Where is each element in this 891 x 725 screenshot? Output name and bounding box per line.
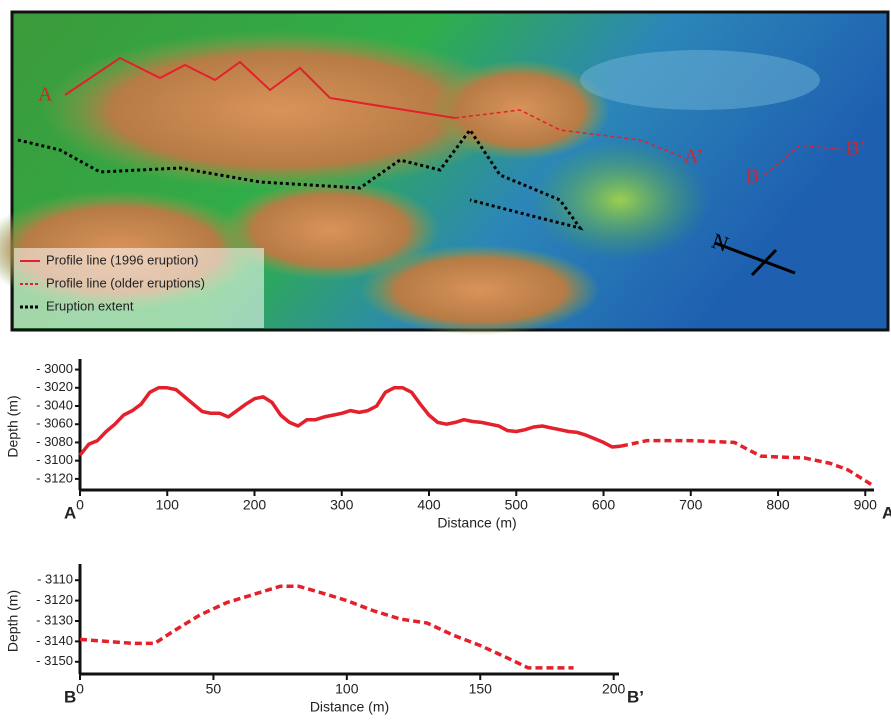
start-label: A — [64, 503, 76, 522]
map-label: A — [38, 84, 53, 106]
x-tick-label: 300 — [330, 497, 354, 513]
y-tick-label: - 3040 — [36, 397, 73, 412]
bathymetry-map: A A’ B B’ N Profile line (1996 eruption)… — [0, 12, 888, 335]
y-axis-label: Depth (m) — [5, 590, 21, 652]
y-tick-label: - 3140 — [36, 633, 73, 648]
profile-line — [80, 388, 621, 455]
legend: Profile line (1996 eruption) Profile lin… — [14, 248, 264, 328]
profile-line — [80, 586, 574, 668]
figure: A A’ B B’ N Profile line (1996 eruption)… — [0, 0, 891, 725]
y-tick-label: - 3100 — [36, 452, 73, 467]
x-tick-label: 700 — [679, 497, 703, 513]
end-label: B’ — [627, 687, 644, 706]
start-label: B — [64, 687, 76, 706]
y-tick-label: - 3020 — [36, 379, 73, 394]
x-tick-label: 200 — [243, 497, 267, 513]
x-axis-label: Distance (m) — [310, 699, 389, 715]
x-tick-label: 150 — [469, 681, 493, 697]
page: {"map": {"labels": ["A", "A’", "B", "B’"… — [0, 0, 891, 725]
x-tick-label: 50 — [206, 681, 222, 697]
x-tick-label: 800 — [766, 497, 790, 513]
y-axis-label: Depth (m) — [5, 395, 21, 457]
x-tick-label: 200 — [602, 681, 626, 697]
legend-label: Profile line (1996 eruption) — [46, 252, 198, 267]
profile-line — [621, 441, 874, 487]
x-tick-label: 500 — [505, 497, 529, 513]
y-tick-label: - 3110 — [37, 572, 73, 587]
x-axis-label: Distance (m) — [437, 515, 516, 531]
map-label: A’ — [684, 146, 703, 168]
x-tick-label: 0 — [76, 681, 84, 697]
y-tick-label: - 3060 — [36, 416, 73, 431]
x-tick-label: 600 — [592, 497, 616, 513]
y-tick-label: - 3150 — [36, 653, 73, 668]
map-label: B’ — [846, 138, 866, 160]
x-tick-label: 100 — [156, 497, 180, 513]
map-label: B — [746, 166, 759, 188]
legend-label: Profile line (older eruptions) — [46, 275, 205, 290]
end-label: A’ — [882, 503, 891, 522]
x-tick-label: 100 — [335, 681, 359, 697]
y-tick-label: - 3000 — [36, 361, 73, 376]
x-tick-label: 400 — [417, 497, 441, 513]
y-tick-label: - 3130 — [36, 612, 73, 627]
x-tick-label: 900 — [854, 497, 878, 513]
legend-label: Eruption extent — [46, 298, 134, 313]
x-tick-label: 0 — [76, 497, 84, 513]
y-tick-label: - 3080 — [36, 434, 73, 449]
y-tick-label: - 3120 — [36, 592, 73, 607]
y-tick-label: - 3120 — [36, 470, 73, 485]
